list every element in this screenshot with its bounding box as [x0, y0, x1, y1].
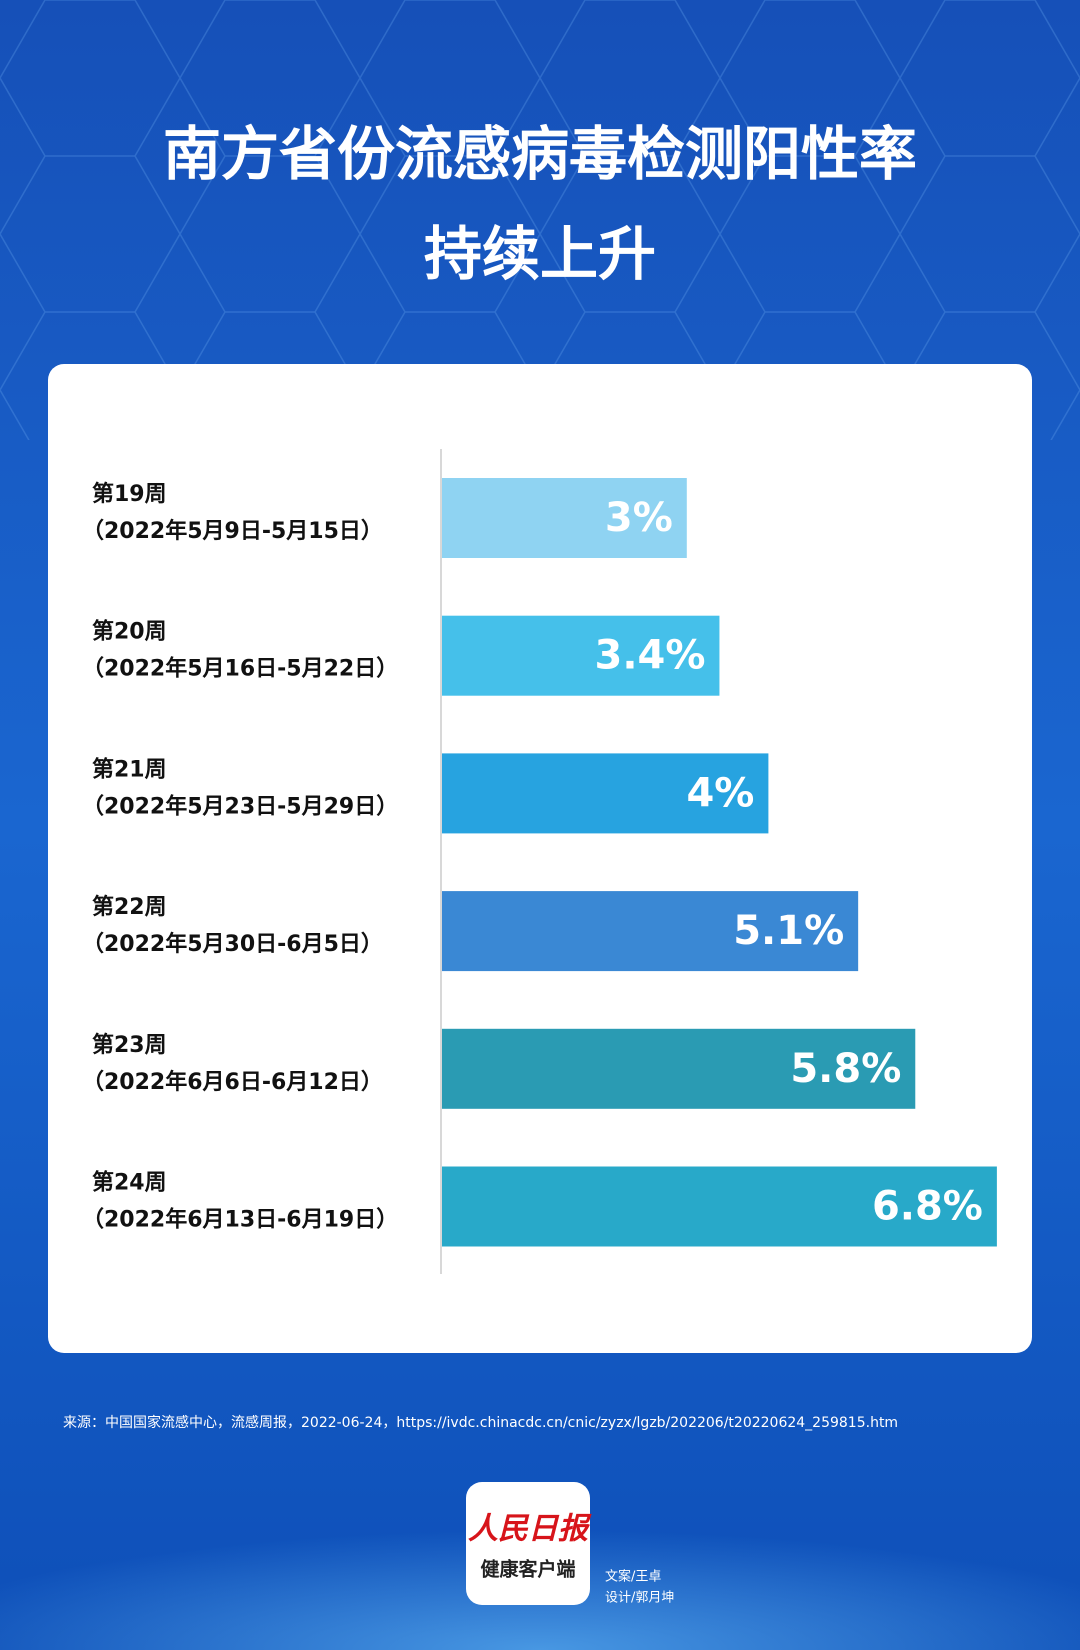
bar [442, 478, 687, 558]
title-line: 南方省份流感病毒检测阳性率 [163, 120, 917, 188]
source: 来源：中国国家流感中心，流感周报，2022-06-24，https://ivdc… [63, 1414, 898, 1431]
bar [442, 615, 720, 696]
value-label: 5.8% [790, 1046, 901, 1092]
credit: 设计/郭月坤 [605, 1590, 674, 1606]
bars: 第19周 （2022年5月9日-5月15日） 3% 第20周 （2022年5月16日-5… [82, 478, 997, 1247]
category-dates: （2022年6月6日-6月12日） [82, 1069, 383, 1095]
bar [442, 1166, 997, 1247]
value-label: 3% [605, 495, 673, 541]
category-week: 第20周 [92, 619, 167, 645]
category-dates: （2022年6月13日-6月19日） [82, 1207, 398, 1233]
category-dates: （2022年5月23日-5月29日） [82, 793, 398, 819]
bar [442, 891, 859, 972]
category-dates: （2022年5月16日-5月22日） [82, 656, 398, 682]
value-label: 3.4% [595, 633, 706, 679]
credit: 文案/王卓 [605, 1570, 661, 1585]
category-dates: （2022年5月9日-5月15日） [82, 518, 383, 544]
value-label: 4% [686, 770, 754, 816]
category-week: 第22周 [92, 894, 167, 920]
logo-box [466, 1482, 590, 1605]
category-week: 第19周 [92, 481, 167, 507]
logo-subtitle: 健康客户端 [480, 1558, 575, 1581]
category-week: 第21周 [92, 756, 167, 782]
category-week: 第24周 [92, 1170, 167, 1196]
logo-title: 人民日报 [468, 1512, 592, 1547]
category-dates: （2022年5月30日-6月5日） [82, 931, 383, 957]
bar [442, 1028, 916, 1109]
category-week: 第23周 [92, 1032, 167, 1058]
value-label: 5.1% [733, 908, 844, 954]
title-line: 持续上升 [424, 220, 656, 288]
value-label: 6.8% [872, 1184, 983, 1230]
bar [442, 753, 769, 834]
